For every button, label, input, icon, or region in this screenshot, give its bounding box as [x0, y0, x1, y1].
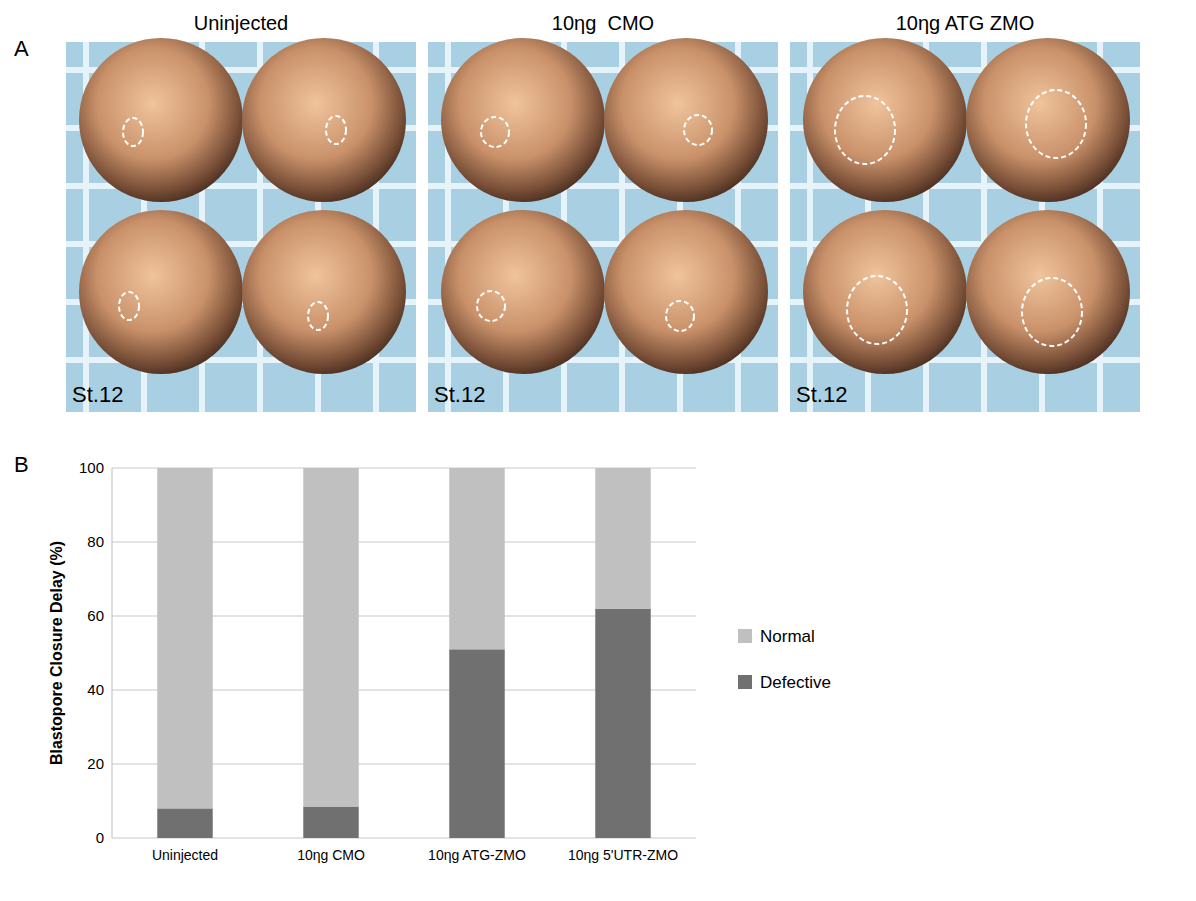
photo	[790, 38, 1140, 412]
stage-label: St.12	[796, 382, 847, 407]
blastopore-outline	[847, 276, 907, 344]
stage-label: St.12	[434, 382, 485, 407]
tick-label: 40	[87, 681, 104, 698]
bar-segment	[303, 468, 358, 807]
legend-swatch	[738, 629, 752, 643]
blastopore-outline	[123, 118, 143, 146]
bar-segment	[595, 609, 650, 838]
bar-segment	[157, 468, 212, 808]
legend-label: Normal	[760, 627, 815, 646]
photo-title: Uninjected	[194, 12, 289, 34]
embryo	[79, 210, 243, 374]
blastopore-outline	[477, 291, 505, 321]
label-line: 10ηg 5'UTR-ZMO	[568, 847, 678, 863]
photo-title: 10ηg ATG ZMO	[896, 12, 1035, 34]
photo	[428, 38, 778, 412]
embryo	[803, 38, 967, 202]
figure: A Uninjected St.12 10ηg CMO St.12 10ηg ATG ZM…	[0, 0, 1196, 901]
tick-label: 0	[96, 829, 104, 846]
embryo	[604, 38, 768, 202]
legend-swatch	[738, 675, 752, 689]
tick-label: 80	[87, 533, 104, 550]
axis-title: Blastopore Closure Delay (%)	[48, 541, 65, 765]
embryo	[79, 38, 243, 202]
legend-label: Defective	[760, 673, 831, 692]
blastopore-outline	[1026, 90, 1086, 158]
bar-segment	[157, 808, 212, 838]
photo	[66, 38, 416, 412]
category-label: 10ηg ATG-ZMO	[428, 847, 526, 863]
embryo	[966, 210, 1130, 374]
tick-label: 20	[87, 755, 104, 772]
panel-letter: A	[14, 36, 29, 61]
label-line: 10ηg CMO	[297, 847, 365, 863]
embryo	[803, 210, 967, 374]
stage-label: St.12	[72, 382, 123, 407]
blastopore-outline	[326, 116, 346, 144]
blastopore-outline	[666, 301, 694, 331]
embryo	[441, 38, 605, 202]
bar-segment	[449, 649, 504, 838]
embryo	[604, 210, 768, 374]
blastopore-outline	[481, 117, 509, 147]
embryo	[242, 38, 406, 202]
panel-letter: B	[14, 452, 29, 477]
category-label: 10ηg CMO	[297, 847, 365, 863]
bar-segment	[449, 468, 504, 649]
bar-segment	[595, 468, 650, 609]
embryo	[242, 210, 406, 374]
tick-label: 100	[79, 459, 104, 476]
label-line: Uninjected	[152, 847, 218, 863]
label-line: 10ηg ATG-ZMO	[428, 847, 526, 863]
embryo	[966, 38, 1130, 202]
bar-segment	[303, 807, 358, 838]
category-label: 10ηg 5'UTR-ZMO	[568, 847, 678, 863]
category-label: Uninjected	[152, 847, 218, 863]
blastopore-outline	[684, 115, 712, 145]
embryo	[441, 210, 605, 374]
axis-line	[112, 468, 113, 838]
blastopore-outline	[119, 292, 139, 320]
blastopore-outline	[1022, 278, 1082, 346]
blastopore-outline	[308, 302, 328, 330]
blastopore-outline	[835, 96, 895, 164]
bars	[157, 468, 650, 838]
photo-title: 10ηg CMO	[552, 12, 654, 34]
tick-label: 60	[87, 607, 104, 624]
